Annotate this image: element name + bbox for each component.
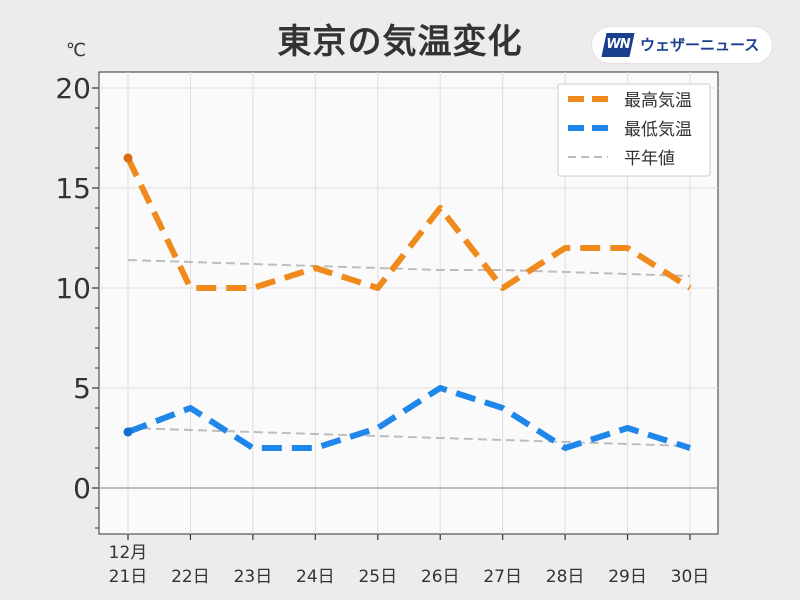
x-tick-label: 24日 (296, 567, 335, 587)
weathernews-logo-text: ウェザーニュース (640, 36, 760, 54)
x-tick-label: 30日 (671, 567, 710, 587)
x-month-label: 12月 (109, 543, 148, 563)
x-tick-label: 29日 (608, 567, 647, 587)
legend-box (557, 83, 711, 177)
data-point (123, 427, 133, 437)
weathernews-logo: WN ウェザーニュース (592, 27, 772, 63)
x-tick-label: 26日 (421, 567, 460, 587)
y-tick-label: 20 (55, 72, 91, 105)
y-tick-label: 10 (55, 272, 91, 305)
x-tick-label: 22日 (171, 567, 210, 587)
series-line-normal-low (127, 427, 691, 447)
legend-label: 最低気温 (624, 120, 692, 140)
y-tick-label: 15 (55, 172, 91, 205)
chart-title: 東京の気温変化 (277, 22, 523, 62)
data-point (123, 153, 133, 163)
legend-label: 平年値 (624, 149, 675, 169)
legend-label: 最高気温 (624, 91, 692, 111)
x-tick-label: 23日 (234, 567, 273, 587)
y-unit-label: ℃ (66, 40, 86, 61)
series-line-最低気温 (126, 385, 691, 451)
x-tick-label: 28日 (546, 567, 585, 587)
x-tick-label: 21日 (109, 567, 148, 587)
series-line-最高気温 (125, 156, 692, 291)
x-tick-label: 27日 (483, 567, 522, 587)
y-tick-label: 0 (73, 472, 91, 505)
y-tick-label: 5 (73, 372, 91, 405)
series-line-平年値 (127, 259, 691, 277)
x-tick-label: 25日 (358, 567, 397, 587)
